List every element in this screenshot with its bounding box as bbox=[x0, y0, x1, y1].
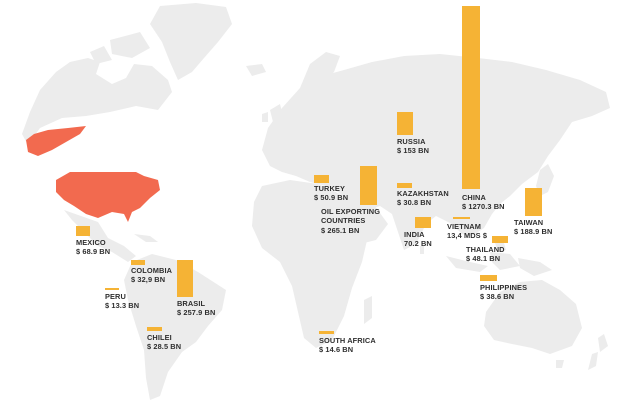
madagascar-shape bbox=[364, 296, 372, 324]
marker-name: PERU bbox=[105, 292, 126, 301]
bar-china bbox=[462, 6, 480, 189]
marker-value: $ 188.9 BN bbox=[514, 227, 553, 237]
marker-name: TURKEY bbox=[314, 184, 345, 193]
bar-mexico bbox=[76, 226, 90, 236]
bar-brasil bbox=[177, 260, 193, 297]
label-colombia: COLOMBIA $ 32,9 BN bbox=[131, 266, 172, 285]
marker-name: CHILEI bbox=[147, 333, 172, 342]
label-thailand: THAILAND $ 48.1 BN bbox=[466, 245, 505, 264]
south-america-shape bbox=[124, 254, 226, 400]
marker-value: 70.2 BN bbox=[404, 239, 432, 249]
marker-name: SOUTH AFRICA bbox=[319, 336, 376, 345]
bar-south-africa bbox=[319, 331, 334, 334]
bar-thailand bbox=[492, 236, 508, 243]
bar-vietnam bbox=[453, 217, 470, 219]
marker-value: $ 28.5 BN bbox=[147, 342, 182, 352]
bar-chilei bbox=[147, 327, 162, 331]
bar-peru bbox=[105, 288, 119, 290]
marker-value: $ 13.3 BN bbox=[105, 301, 140, 311]
label-philippines: PHILIPPINES $ 38.6 BN bbox=[480, 283, 527, 302]
label-mexico: MEXICO $ 68.9 BN bbox=[76, 238, 110, 257]
marker-name: PHILIPPINES bbox=[480, 283, 528, 292]
tasmania-shape bbox=[556, 360, 564, 368]
greenland-shape bbox=[150, 3, 232, 80]
sri-lanka-shape bbox=[420, 246, 424, 254]
scandinavia-shape bbox=[300, 52, 340, 100]
marker-value: $ 50.9 BN bbox=[314, 193, 349, 203]
label-oil-exporting-countries: OIL EXPORTING COUNTRIES $ 265.1 BN bbox=[321, 207, 380, 235]
marker-value: $ 14.6 BN bbox=[319, 345, 354, 355]
bar-russia bbox=[397, 112, 413, 135]
marker-name: OIL EXPORTING bbox=[321, 207, 381, 216]
marker-value: $ 1270.3 BN bbox=[462, 202, 505, 212]
marker-name: CHINA bbox=[462, 193, 486, 202]
marker-name: TAIWAN bbox=[514, 218, 544, 227]
bar-taiwan bbox=[525, 188, 542, 216]
bar-turkey bbox=[314, 175, 329, 183]
alaska-shape bbox=[26, 126, 86, 156]
marker-value: $ 38.6 BN bbox=[480, 292, 515, 302]
marker-name: BRASIL bbox=[177, 299, 206, 308]
marker-value: $ 265.1 BN bbox=[321, 225, 360, 235]
marker-value: $ 68.9 BN bbox=[76, 247, 111, 257]
africa-shape bbox=[252, 180, 368, 348]
canada-shape bbox=[22, 58, 172, 145]
new-zealand-shape bbox=[588, 334, 608, 370]
marker-name: COLOMBIA bbox=[131, 266, 173, 275]
marker-name: INDIA bbox=[404, 230, 425, 239]
bar-india bbox=[415, 217, 431, 228]
marker-value: $ 48.1 BN bbox=[466, 254, 501, 264]
uk-shape bbox=[262, 104, 284, 126]
label-vietnam: VIETNAM 13,4 MDS $ bbox=[447, 222, 487, 241]
label-peru: PERU $ 13.3 BN bbox=[105, 292, 139, 311]
bar-colombia bbox=[131, 260, 145, 265]
marker-name: VIETNAM bbox=[447, 222, 481, 231]
label-chilei: CHILEI $ 28.5 BN bbox=[147, 333, 181, 352]
label-russia: RUSSIA $ 153 BN bbox=[397, 137, 429, 156]
marker-value: $ 30.8 BN bbox=[397, 198, 432, 208]
central-america-shape bbox=[64, 210, 136, 262]
caribbean-shape bbox=[134, 234, 158, 242]
marker-name-line2: COUNTRIES bbox=[321, 216, 366, 226]
indonesia-shape bbox=[446, 236, 552, 276]
bar-philippines bbox=[480, 275, 497, 281]
bar-oil-exporting-countries bbox=[360, 166, 377, 205]
marker-value: $ 153 BN bbox=[397, 146, 430, 156]
marker-name: KAZAKHSTAN bbox=[397, 189, 449, 198]
label-kazakhstan: KAZAKHSTAN $ 30.8 BN bbox=[397, 189, 449, 208]
label-taiwan: TAIWAN $ 188.9 BN bbox=[514, 218, 552, 237]
label-brasil: BRASIL $ 257.9 BN bbox=[177, 299, 215, 318]
label-china: CHINA $ 1270.3 BN bbox=[462, 193, 505, 212]
iceland-shape bbox=[246, 64, 266, 76]
marker-name: THAILAND bbox=[466, 245, 505, 254]
bar-kazakhstan bbox=[397, 183, 412, 188]
arctic-islands-shape bbox=[90, 32, 150, 64]
label-south-africa: SOUTH AFRICA $ 14.6 BN bbox=[319, 336, 376, 355]
usa-shape bbox=[56, 172, 160, 222]
marker-value: $ 257.9 BN bbox=[177, 308, 216, 318]
marker-name: MEXICO bbox=[76, 238, 106, 247]
marker-name: RUSSIA bbox=[397, 137, 426, 146]
marker-value: $ 32,9 BN bbox=[131, 275, 166, 285]
marker-value: 13,4 MDS $ bbox=[447, 231, 488, 241]
australia-shape bbox=[484, 280, 582, 354]
label-india: INDIA 70.2 BN bbox=[404, 230, 432, 249]
label-turkey: TURKEY $ 50.9 BN bbox=[314, 184, 348, 203]
